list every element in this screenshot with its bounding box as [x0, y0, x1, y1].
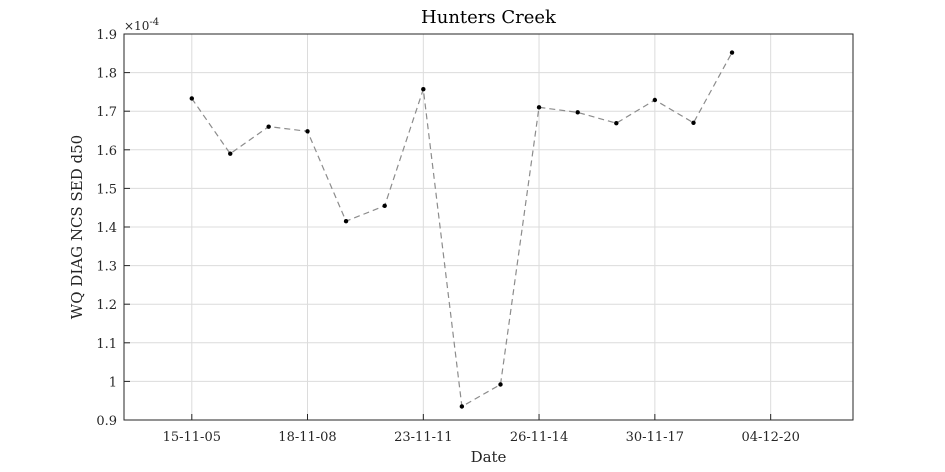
y-tick-label: 1.9 — [96, 28, 117, 43]
y-tick-label: 1.8 — [96, 67, 117, 82]
series-markers — [189, 50, 735, 409]
y-tick-label: 1.3 — [96, 260, 117, 275]
x-axis: 15-11-05 18-11-08 23-11-11 26-11-14 30-11-17… — [163, 414, 800, 445]
y-tick-label: 1.7 — [96, 105, 117, 120]
y-tick-label: 1.6 — [96, 144, 117, 159]
data-point — [266, 124, 271, 129]
chart-title: Hunters Creek — [421, 7, 557, 28]
series-line — [191, 52, 733, 408]
data-point — [305, 129, 310, 134]
x-tick-label: 18-11-08 — [278, 430, 336, 445]
y-tick-label: 0.9 — [96, 414, 117, 429]
data-point — [459, 404, 465, 409]
x-tick-label: 26-11-14 — [510, 430, 568, 445]
data-point — [228, 151, 233, 156]
y-axis: 0.9 1 1.1 1.2 1.3 1.4 1.5 1.6 1.7 1.8 1.9 — [96, 28, 130, 429]
x-tick-label: 04-12-20 — [741, 430, 799, 445]
data-point — [421, 86, 426, 92]
data-point — [498, 382, 503, 387]
x-tick-label: 30-11-17 — [626, 430, 684, 445]
data-point — [614, 120, 619, 126]
x-axis-label: Date — [471, 448, 507, 466]
y-axis-label: WQ DIAG NCS SED d50 — [68, 135, 86, 319]
data-point — [729, 50, 735, 55]
y-tick-label: 1.5 — [96, 182, 117, 197]
y-tick-label: 1 — [109, 375, 117, 390]
data-point — [691, 120, 696, 125]
data-point — [189, 96, 195, 101]
y-tick-label: 1.4 — [96, 221, 117, 236]
data-point — [382, 203, 387, 208]
y-tick-label: 1.1 — [96, 337, 117, 352]
y-axis-multiplier: ×10-4 — [124, 17, 159, 33]
x-tick-label: 15-11-05 — [163, 430, 221, 445]
data-point — [536, 105, 542, 110]
grid — [124, 33, 853, 421]
data-point — [343, 219, 349, 224]
data-point — [652, 97, 658, 103]
y-tick-label: 1.2 — [96, 298, 117, 313]
x-tick-label: 23-11-11 — [394, 430, 452, 445]
data-point — [575, 110, 580, 115]
